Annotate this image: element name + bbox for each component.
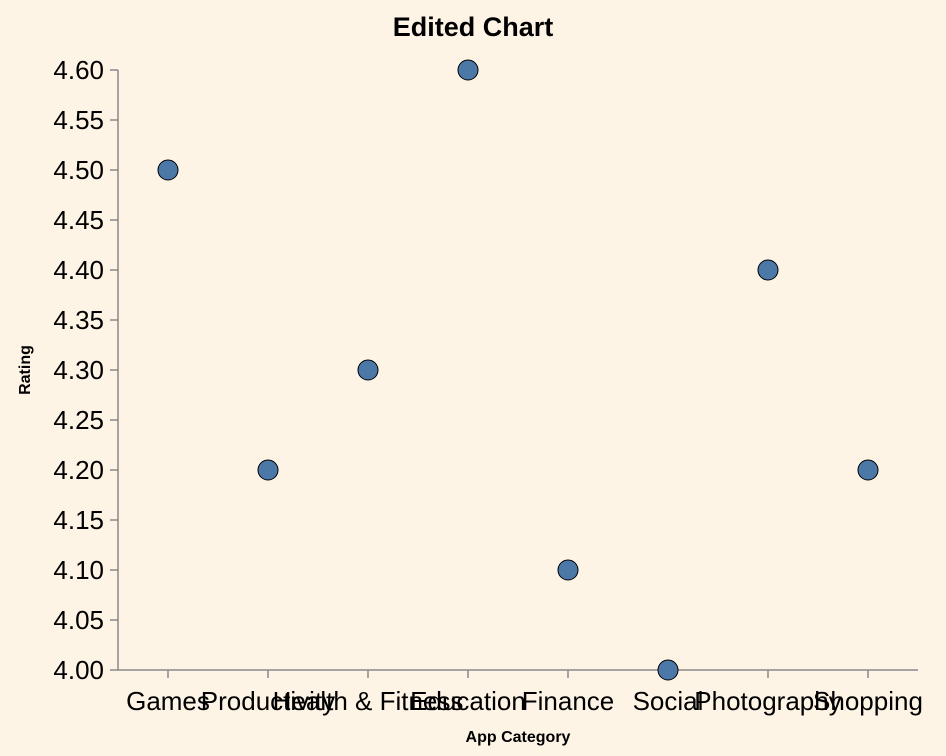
y-tick-label: 4.55 [53,105,104,135]
data-point [357,359,379,381]
y-tick-label: 4.15 [53,505,104,535]
x-axis-title: App Category [466,729,571,746]
y-tick-label: 4.35 [53,305,104,335]
data-point [157,159,179,181]
chart-title: Edited Chart [393,12,554,42]
data-point [657,659,679,681]
data-point [257,459,279,481]
y-tick-label: 4.10 [53,555,104,585]
x-tick-label: Health & Fitness [273,686,464,716]
x-tick-label: Games [126,686,210,716]
y-axis-title: Rating [17,345,34,395]
x-tick-label: Shopping [813,686,923,716]
x-tick-label: Photography [694,686,841,716]
data-point [557,559,579,581]
y-tick-label: 4.30 [53,355,104,385]
x-tick-label: Finance [522,686,615,716]
y-tick-label: 4.60 [53,55,104,85]
y-tick-label: 4.45 [53,205,104,235]
y-axis: 4.00 4.05 4.10 4.15 4.20 4.25 4.30 4.35 4.40 4.45… [53,55,119,685]
y-tick-label: 4.00 [53,655,104,685]
y-tick-label: 4.40 [53,255,104,285]
data-point [757,259,779,281]
y-tick-label: 4.05 [53,605,104,635]
data-point [457,59,479,81]
data-points [157,59,879,681]
x-tick-label: Education [410,686,526,716]
x-tick-label: Social [633,686,704,716]
y-tick-label: 4.20 [53,455,104,485]
data-point [857,459,879,481]
x-tick-label: Productivity [201,686,335,716]
y-tick-label: 4.25 [53,405,104,435]
y-tick-label: 4.50 [53,155,104,185]
